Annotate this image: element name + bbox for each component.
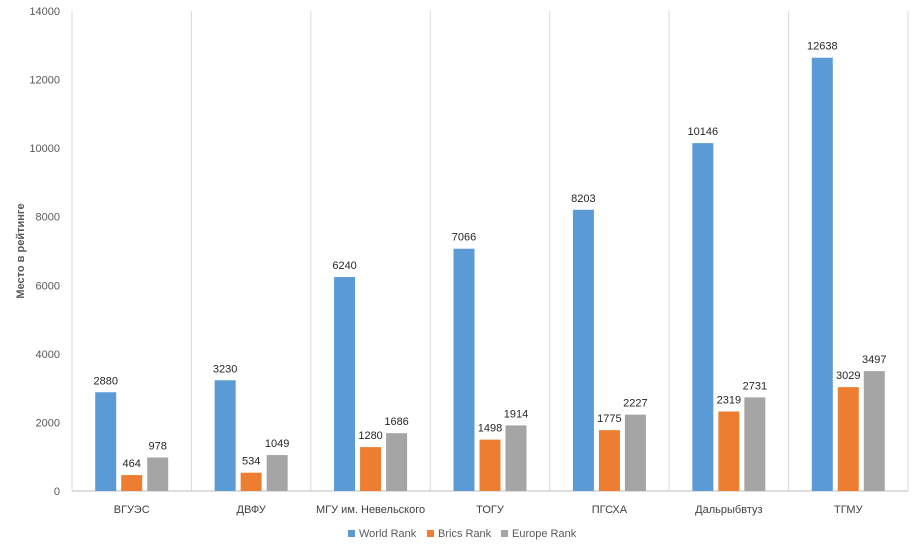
data-label: 12638 [807, 41, 838, 53]
data-label: 1914 [504, 408, 528, 420]
bar [744, 397, 766, 491]
data-label: 10146 [688, 126, 719, 138]
data-label: 1686 [384, 416, 408, 428]
gridlines [71, 11, 909, 492]
bar [121, 475, 143, 491]
data-label: 1775 [597, 413, 621, 425]
data-label: 3497 [862, 354, 886, 366]
y-tick-label: 14000 [29, 6, 60, 18]
bar [214, 380, 236, 491]
y-axis-title: Место в рейтинге [15, 203, 27, 298]
legend-label: World Rank [359, 528, 417, 540]
data-label: 2880 [93, 375, 117, 387]
data-label: 3029 [836, 370, 860, 382]
x-category-label: ВГУЭС [114, 504, 150, 516]
bar [692, 143, 714, 491]
y-tick-label: 4000 [36, 349, 60, 361]
data-label: 2319 [717, 394, 741, 406]
legend-swatch [501, 530, 508, 537]
bar [572, 209, 594, 492]
x-category-label: ТОГУ [476, 504, 505, 516]
bar [334, 277, 356, 491]
y-tick-label: 8000 [36, 212, 60, 224]
y-tick-label: 12000 [29, 75, 60, 87]
legend-label: Europe Rank [512, 528, 577, 540]
bar [386, 433, 408, 491]
data-label: 7066 [452, 232, 476, 244]
y-tick-label: 0 [54, 486, 60, 498]
x-category-label: ТГМУ [834, 504, 864, 516]
bar [479, 439, 501, 491]
legend-swatch [348, 530, 355, 537]
data-label: 1049 [265, 438, 289, 450]
x-category-label: ДВФУ [237, 504, 267, 516]
y-tick-label: 6000 [36, 280, 60, 292]
bar [95, 392, 117, 491]
bar [811, 57, 833, 491]
bars [95, 57, 885, 492]
bar [360, 447, 382, 491]
legend-swatch [427, 530, 434, 537]
y-axis-ticks: 0 2000 4000 6000 8000 10000 12000 14000 [29, 6, 60, 498]
bar [718, 411, 740, 491]
bar [240, 472, 262, 491]
legend: World Rank Brics Rank Europe Rank [348, 528, 577, 540]
data-label: 2731 [743, 380, 767, 392]
x-axis-categories: ВГУЭС ДВФУ МГУ им. Невельского ТОГУ ПГСХА Дал… [114, 504, 864, 516]
x-category-label: МГУ им. Невельского [316, 504, 425, 516]
x-category-label: ПГСХА [592, 504, 628, 516]
legend-label: Brics Rank [438, 528, 492, 540]
bar [147, 457, 169, 491]
data-label: 6240 [332, 260, 356, 272]
bar [837, 387, 859, 491]
x-category-label: Дальрыбвтуз [695, 504, 762, 516]
bar [863, 371, 885, 491]
bar [266, 455, 288, 491]
data-label: 464 [123, 458, 141, 470]
data-label: 1280 [358, 430, 382, 442]
data-label: 2227 [623, 398, 647, 410]
y-tick-label: 2000 [36, 417, 60, 429]
bar [598, 430, 620, 491]
data-label: 978 [149, 440, 167, 452]
y-tick-label: 10000 [29, 143, 60, 155]
data-label: 8203 [571, 193, 595, 205]
data-label: 1498 [478, 423, 502, 435]
bar [453, 248, 475, 491]
bar [624, 414, 646, 491]
data-label: 534 [242, 456, 260, 468]
bar [505, 425, 527, 491]
data-label: 3230 [213, 363, 237, 375]
